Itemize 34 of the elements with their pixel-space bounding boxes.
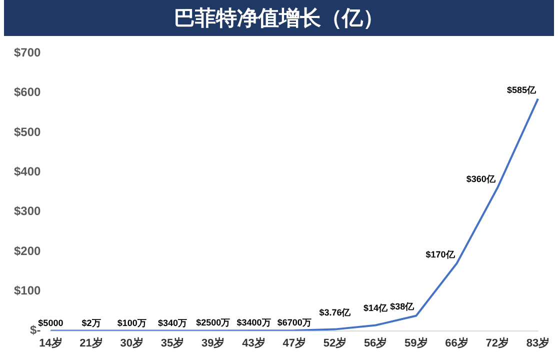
- x-tick-label: 47岁: [282, 336, 306, 350]
- x-tick-label: 43岁: [242, 336, 266, 350]
- annotation: $360亿: [466, 174, 496, 184]
- x-tick-label: 30岁: [120, 336, 144, 350]
- y-tick-label: $400: [14, 164, 42, 178]
- annotation: $38亿: [390, 302, 416, 312]
- annotation: $585亿: [506, 84, 537, 95]
- x-tick-label: 52岁: [323, 336, 347, 350]
- annotation: $5000: [38, 318, 64, 328]
- annotation: $2500万: [196, 318, 230, 328]
- annotation: $100万: [117, 318, 146, 328]
- annotation: $2万: [82, 318, 101, 328]
- y-tick-label: $300: [14, 204, 42, 218]
- x-tick-label: 39岁: [202, 336, 225, 350]
- annotation: $340万: [158, 318, 188, 328]
- annotation: $170亿: [426, 249, 456, 260]
- y-tick-label: $700: [14, 46, 42, 60]
- x-tick-label: 56岁: [364, 336, 388, 350]
- x-tick-label: 14岁: [39, 336, 62, 350]
- y-tick-label: $100: [14, 283, 42, 298]
- annotation: $3.76亿: [319, 307, 352, 318]
- annotation: $3400万: [236, 318, 271, 328]
- x-tick-label: 72岁: [486, 336, 510, 350]
- x-tick-label: 35岁: [160, 336, 184, 350]
- chart-title: 巴菲特净值增长（亿）: [4, 0, 554, 36]
- x-tick-label: 66岁: [445, 336, 468, 350]
- y-tick-label: $600: [14, 85, 42, 100]
- x-tick-label: 59岁: [404, 336, 428, 350]
- y-tick-label: $500: [14, 124, 42, 139]
- x-tick-label: 21岁: [80, 336, 103, 350]
- annotation: $14亿: [364, 303, 389, 314]
- annotation: $6700万: [277, 318, 312, 328]
- x-tick-label: 83岁: [526, 336, 550, 350]
- y-tick-label: $200: [14, 244, 42, 258]
